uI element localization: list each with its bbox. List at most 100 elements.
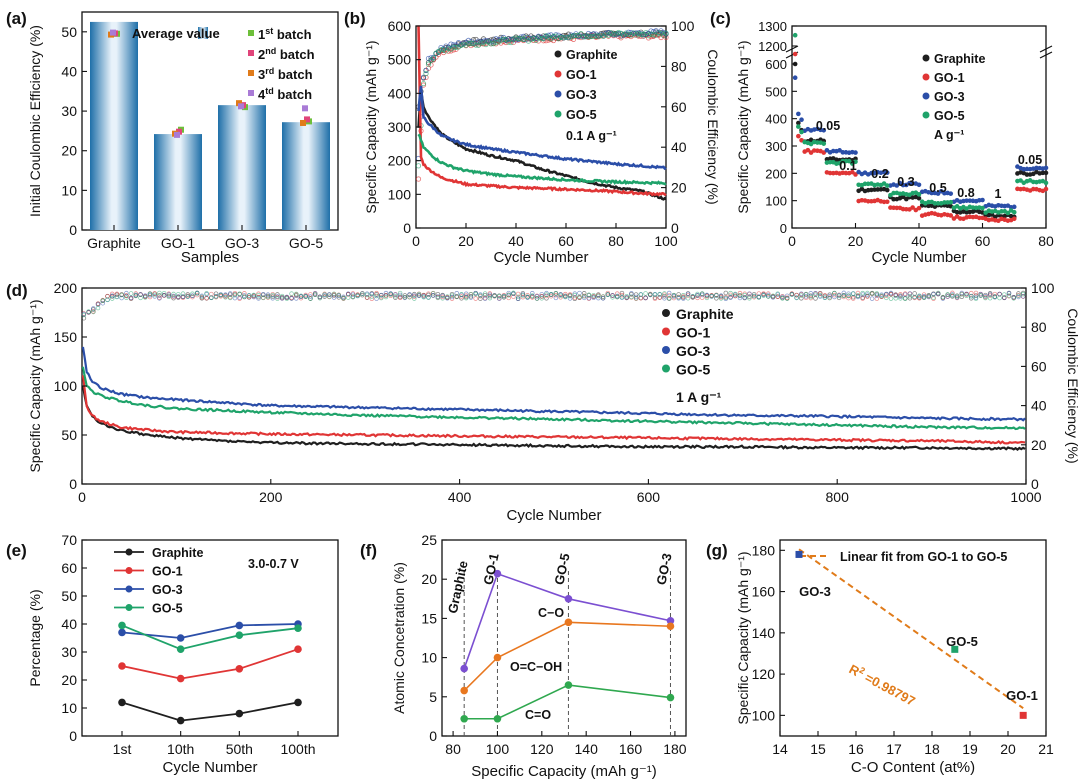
ce-point-go5 [275, 296, 280, 301]
chart-a-frame [81, 11, 339, 231]
ce-point-go3 [407, 292, 412, 297]
ce-point-go3 [152, 294, 157, 299]
ce-point-go5 [520, 293, 526, 298]
ce-point-go1 [657, 295, 662, 300]
ce-point-go5 [534, 296, 540, 301]
legend-c-label-go1: GO-1 [934, 71, 965, 85]
ce-point-go5 [747, 295, 752, 301]
point-go5 [176, 645, 185, 653]
ce-point-go1 [704, 294, 710, 299]
ce-point-go5 [496, 294, 502, 299]
ce-point-go5 [964, 293, 969, 298]
axis-break-mark [785, 45, 799, 53]
chart-e-ytick-label: 0 [69, 728, 77, 744]
bar-go-5 [282, 122, 330, 230]
legend-b-label-graphite: Graphite [566, 48, 617, 62]
ce-point-go3 [412, 293, 417, 298]
rate-point-go1 [865, 198, 871, 204]
legend-average-label: Average value [132, 26, 220, 41]
ce-point-go5 [114, 294, 120, 300]
rate-point-go5 [792, 32, 798, 38]
ce-point-go1 [822, 293, 828, 298]
ce-point-go1 [298, 295, 304, 301]
ce-point-go3 [482, 296, 488, 301]
chart-f-atomic: 0 5 10 15 20 25 80 100 120 140 160 180 Specific Capa… [391, 532, 687, 780]
chart-c-xtick-label: 40 [911, 233, 927, 249]
rate-point-go5 [884, 183, 890, 188]
legend-d-label-go3: GO-3 [676, 343, 710, 359]
ce-point-go1 [256, 291, 261, 296]
ce-point-graphite [360, 292, 365, 298]
batch-point [238, 103, 244, 110]
ce-point-go3 [545, 32, 552, 38]
ce-point-go3 [530, 290, 535, 296]
capacity-line-graphite [81, 385, 1026, 452]
ce-point-go5 [505, 39, 512, 45]
ce-point-go3 [128, 295, 134, 301]
ce-point-go3 [496, 296, 502, 301]
series-label-c_eq_o: C=O [525, 708, 551, 722]
ce-point-go5 [827, 295, 832, 301]
chart-e-xtick-label: 50th [226, 741, 253, 757]
ce-point-go1 [415, 176, 422, 182]
ce-point-go3 [902, 292, 908, 297]
ce-point-graphite [402, 293, 408, 298]
ce-point-go1 [619, 292, 625, 298]
chart-f-xtick-label: 160 [619, 741, 643, 757]
ce-point-go3 [251, 294, 257, 300]
ce-point-go5 [732, 291, 738, 297]
chart-b-ytick2-label: 80 [671, 58, 687, 74]
legend-b-label-go5: GO-5 [566, 108, 597, 122]
point-go1 [176, 674, 185, 683]
chart-b-ytick-label: 300 [388, 119, 412, 135]
ce-point-go3 [449, 294, 455, 300]
ce-point-go3 [591, 295, 596, 300]
rate-point-go5 [948, 199, 954, 205]
rate-label: 0.05 [1018, 153, 1042, 167]
ce-point-go5 [784, 296, 790, 301]
capacity-line-go1 [81, 375, 1026, 445]
ce-point-go3 [718, 293, 724, 298]
ce-point-go5 [917, 293, 922, 299]
ce-point-go3 [907, 291, 913, 296]
rate-point-go3 [964, 198, 969, 203]
ce-point-go3 [931, 292, 936, 297]
ce-point-go1 [388, 293, 393, 299]
ce-point-go1 [515, 291, 521, 297]
ce-point-go5 [638, 31, 644, 37]
ce-point-go3 [341, 294, 346, 300]
chart-a-ytick-label: 40 [61, 63, 77, 79]
chart-b-y2label: Coulombic Efficiency (%) [705, 49, 721, 204]
ce-point-go5 [345, 295, 351, 300]
ce-point-go1 [548, 293, 554, 299]
line-go3 [121, 623, 299, 639]
point-graphite [118, 698, 126, 707]
rate-point-go1 [796, 133, 801, 139]
ce-point-go3 [747, 291, 752, 296]
ce-point-go5 [657, 291, 662, 297]
point-o_c_oh [564, 618, 573, 627]
ce-point-go3 [578, 33, 584, 39]
ce-point-go5 [992, 294, 998, 300]
ce-point-go5 [402, 294, 408, 300]
legend-d-dot-go1 [662, 327, 670, 336]
ce-point-go5 [530, 293, 535, 298]
chart-d-xtick-label: 400 [448, 489, 472, 505]
ce-point-go5 [369, 294, 375, 299]
ce-point-go1 [614, 291, 620, 296]
ce-point-go3 [327, 292, 332, 297]
chart-b-ytick-label: 600 [388, 18, 412, 34]
legend-b-label-go1: GO-1 [566, 68, 597, 82]
ce-point-go3 [567, 296, 573, 301]
ce-point-go5 [415, 163, 422, 169]
ce-point-go5 [808, 294, 814, 300]
ce-point-go3 [544, 290, 549, 296]
ce-point-go5 [978, 293, 983, 298]
r2-rest: =0.98797 [859, 668, 917, 709]
ce-point-go5 [879, 293, 884, 299]
ce-point-go3 [742, 295, 747, 300]
ce-point-go3 [633, 30, 639, 36]
ce-point-go1 [423, 74, 429, 81]
ce-point-go5 [766, 294, 771, 299]
ce-point-go3 [265, 292, 271, 297]
